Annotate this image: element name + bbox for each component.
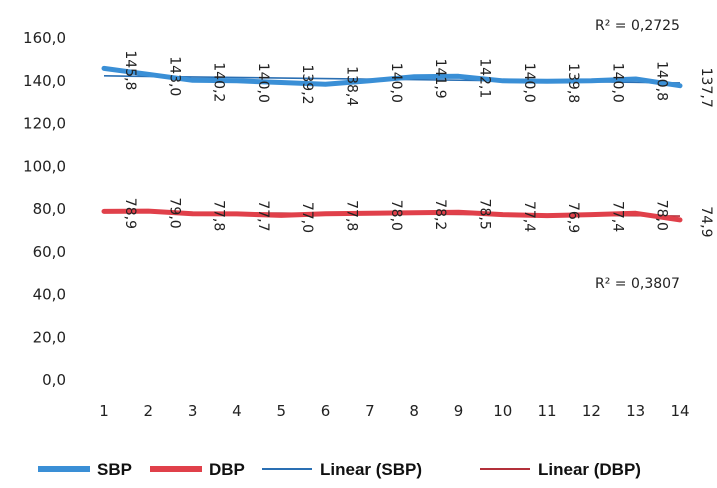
x-tick-label: 6 <box>321 402 331 420</box>
data-label-dbp: 77,8 <box>211 200 227 231</box>
data-label-dbp: 74,9 <box>698 206 714 237</box>
data-label-sbp: 140,0 <box>609 63 625 103</box>
data-label-sbp: 140,0 <box>255 63 271 103</box>
data-label-dbp: 77,4 <box>521 201 537 232</box>
data-label-dbp: 78,2 <box>432 199 448 230</box>
data-label-dbp: 78,0 <box>388 200 404 231</box>
x-tick-label: 14 <box>670 402 689 420</box>
data-label-dbp: 77,7 <box>255 200 271 231</box>
y-tick-label: 100,0 <box>23 157 66 175</box>
data-label-sbp: 141,9 <box>432 59 448 99</box>
y-tick-label: 0,0 <box>42 371 66 389</box>
x-tick-label: 2 <box>144 402 154 420</box>
data-label-sbp: 140,0 <box>388 63 404 103</box>
series-line-dbp <box>101 208 683 223</box>
x-tick-label: 5 <box>276 402 286 420</box>
data-label-dbp: 77,8 <box>343 200 359 231</box>
x-tick-label: 3 <box>188 402 198 420</box>
data-label-dbp: 78,0 <box>654 200 670 231</box>
legend: SBP DBP Linear (SBP) Linear (DBP) <box>38 460 641 479</box>
data-label-sbp: 140,8 <box>654 61 670 101</box>
data-label-dbp: 78,9 <box>122 198 138 229</box>
x-tick-label: 13 <box>626 402 645 420</box>
x-tick-label: 1 <box>99 402 109 420</box>
data-label-sbp: 138,4 <box>344 66 360 106</box>
legend-label-sbp: SBP <box>97 460 132 479</box>
data-label-sbp: 140,2 <box>211 62 227 102</box>
y-tick-label: 80,0 <box>33 200 66 218</box>
series-line-sbp <box>101 65 683 89</box>
legend-label-linear-sbp: Linear (SBP) <box>320 460 422 479</box>
y-tick-label: 140,0 <box>23 72 66 90</box>
x-tick-label: 4 <box>232 402 242 420</box>
data-label-sbp: 142,1 <box>477 58 493 98</box>
data-label-dbp: 78,5 <box>476 199 492 230</box>
y-tick-label: 60,0 <box>33 243 66 261</box>
data-label-sbp: 143,0 <box>166 56 182 96</box>
r-squared-dbp: R² = 0,3807 <box>595 276 680 292</box>
x-tick-label: 12 <box>582 402 601 420</box>
data-label-sbp: 137,7 <box>698 68 714 108</box>
x-tick-label: 11 <box>538 402 557 420</box>
legend-label-linear-dbp: Linear (DBP) <box>538 460 641 479</box>
data-label-dbp: 77,0 <box>299 202 315 233</box>
y-tick-label: 160,0 <box>23 29 66 47</box>
data-labels: 145,8 143,0 140,2 140,0 139,2 138,4 140,0 141,9… <box>122 50 714 237</box>
data-label-sbp: 139,2 <box>299 64 315 104</box>
x-tick-label: 9 <box>454 402 464 420</box>
data-label-sbp: 140,0 <box>521 63 537 103</box>
data-label-dbp: 76,9 <box>565 202 581 233</box>
x-axis-ticks: 1 2 3 4 5 6 7 8 9 10 11 12 13 14 <box>99 402 689 420</box>
y-tick-label: 20,0 <box>33 328 66 346</box>
data-label-dbp: 77,4 <box>609 201 625 232</box>
r-squared-sbp: R² = 0,2725 <box>595 18 680 34</box>
x-tick-label: 10 <box>493 402 512 420</box>
data-label-dbp: 79,0 <box>166 198 182 229</box>
data-label-sbp: 145,8 <box>122 50 138 90</box>
series-lines <box>101 65 683 223</box>
x-tick-label: 8 <box>409 402 419 420</box>
y-tick-label: 120,0 <box>23 115 66 133</box>
y-tick-label: 40,0 <box>33 286 66 304</box>
data-label-sbp: 139,8 <box>565 63 581 103</box>
x-tick-label: 7 <box>365 402 375 420</box>
legend-label-dbp: DBP <box>209 460 245 479</box>
y-axis-ticks: 0,0 20,0 40,0 60,0 80,0 100,0 120,0 140,0 160,0 <box>23 29 66 389</box>
